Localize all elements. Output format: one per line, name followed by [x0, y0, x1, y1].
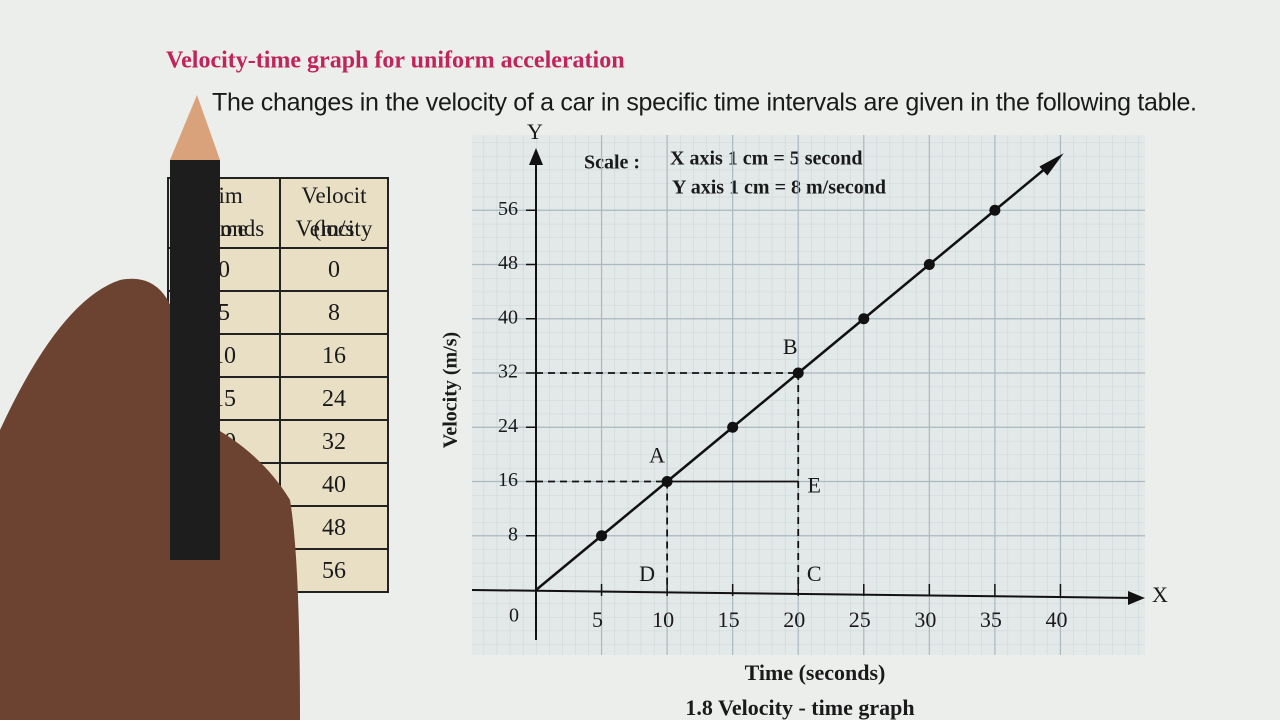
- data-point: [661, 476, 673, 487]
- point-label: B: [783, 334, 798, 359]
- x-axis-name: X: [1152, 582, 1168, 607]
- y-axis-arrow: [529, 148, 543, 165]
- data-point: [858, 313, 870, 325]
- caption: 1.8 Velocity - time graph: [685, 695, 914, 720]
- point-label: D: [639, 561, 655, 586]
- table-cell: 56: [322, 558, 346, 584]
- y-tick-label: 48: [498, 252, 518, 274]
- x-tick-label: 10: [652, 607, 674, 632]
- table-cell: 32: [322, 429, 346, 455]
- y-tick-label: 32: [498, 361, 518, 383]
- scale-note: Scale :: [584, 152, 640, 174]
- point-label: A: [649, 443, 665, 468]
- x-tick-label: 40: [1045, 607, 1067, 632]
- y-tick-label: 16: [498, 469, 518, 491]
- x-tick-label: 30: [914, 607, 936, 632]
- x-axis-arrow: [1128, 591, 1145, 605]
- y-tick-label: 56: [498, 198, 518, 220]
- line-arrow: [1039, 153, 1064, 176]
- y-tick-label: 24: [498, 415, 518, 437]
- table-cell: 0: [218, 257, 230, 283]
- pencil: [170, 160, 220, 560]
- scale-note: Y axis 1 cm = 8 m/second: [672, 177, 886, 199]
- table-cell: 24: [322, 386, 346, 412]
- heading: Velocity-time graph for uniform accelera…: [166, 48, 625, 74]
- point-label: C: [807, 561, 822, 586]
- x-axis-label: Time (seconds): [745, 660, 886, 685]
- data-point: [596, 530, 608, 542]
- table-cell: 40: [322, 472, 346, 498]
- table-cell: 0: [328, 257, 340, 283]
- minor-grid: [472, 135, 1145, 655]
- x-tick-label: 25: [849, 607, 871, 632]
- table-cell: 48: [322, 515, 346, 541]
- pencil-tip: [170, 95, 220, 160]
- x-tick-label: 15: [718, 607, 740, 632]
- x-tick-label: 35: [980, 607, 1002, 632]
- x-tick-label: 5: [592, 607, 603, 632]
- table-cell: 8: [328, 300, 340, 326]
- table-cell: 5: [218, 300, 230, 326]
- y-tick-label: 8: [508, 523, 518, 545]
- paragraph: The changes in the velocity of a car in …: [212, 89, 1197, 117]
- y-axis-name: Y: [527, 119, 543, 144]
- x-tick-label: 20: [783, 607, 805, 632]
- x-axis: [471, 589, 1139, 599]
- data-point: [727, 421, 739, 433]
- data-point: [989, 204, 1001, 216]
- data-point: [792, 367, 804, 379]
- data-line: [535, 209, 996, 591]
- hand: [0, 278, 300, 720]
- data-point: [923, 259, 935, 270]
- y-tick-label: 40: [498, 306, 518, 328]
- table-header: Velocit Velocity: [296, 183, 373, 241]
- y-axis-label: Velocity (m/s): [440, 332, 462, 448]
- origin-label: 0: [509, 605, 519, 627]
- scale-note: X axis 1 cm = 5 second: [670, 148, 863, 170]
- point-label: E: [807, 473, 820, 498]
- table-cell: 16: [322, 343, 346, 369]
